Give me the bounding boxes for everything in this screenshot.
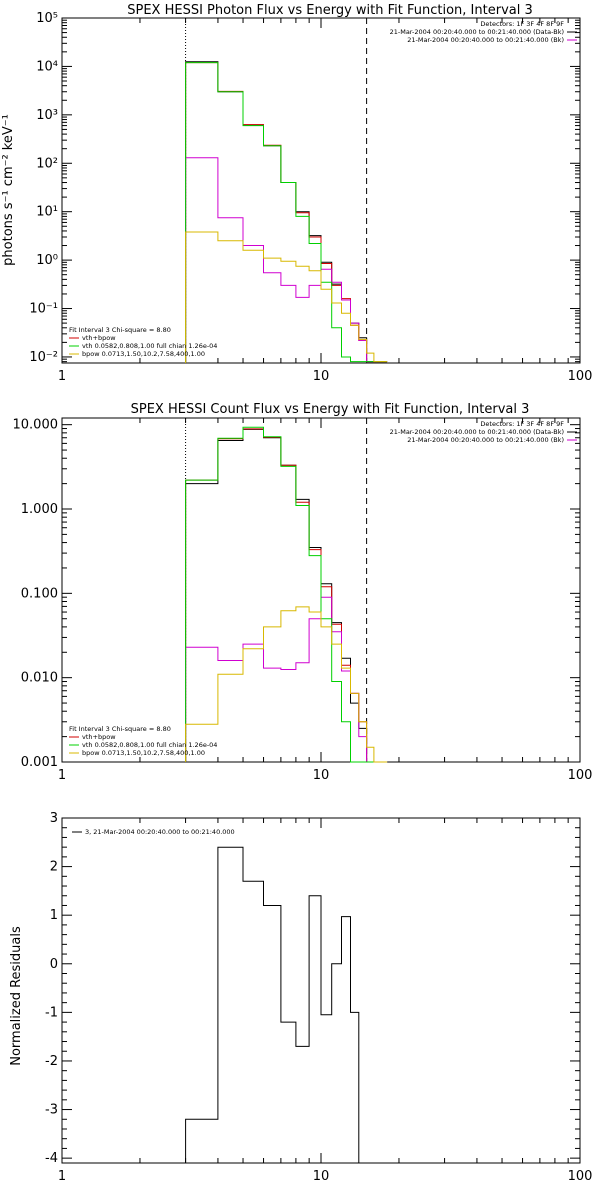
series-residuals <box>185 846 367 1164</box>
legend-entry: Fit Interval 3 Chi-square = 8.80 <box>69 725 171 733</box>
y-tick-label: 10.000 <box>13 418 59 433</box>
x-tick-label: 1 <box>58 768 66 783</box>
series-lines <box>185 61 388 363</box>
series-lines <box>185 846 367 1164</box>
y-axis-label: Normalized Residuals <box>9 926 24 1066</box>
legend-bottom-left: Fit Interval 3 Chi-square = 8.80vth+bpow… <box>69 725 217 757</box>
x-tick-label: 100 <box>568 1169 593 1184</box>
y-tick-label: 3 <box>50 811 58 826</box>
y-tick-label: 10⁻² <box>29 350 58 365</box>
photon-flux-chart: SPEX HESSI Photon Flux vs Energy with Fi… <box>1 3 592 384</box>
series-bpow <box>185 606 388 763</box>
legend-entry: Detectors: 1F 3F 4F 8F 9F <box>480 20 564 28</box>
plot-frame <box>61 17 581 364</box>
series-bk <box>185 596 388 763</box>
y-tick-label: 0.100 <box>21 586 58 601</box>
y-tick-label: -1 <box>45 1005 58 1020</box>
series-vth <box>185 62 388 363</box>
y-tick-label: 10¹ <box>36 205 58 220</box>
count-flux-chart: SPEX HESSI Count Flux vs Energy with Fit… <box>13 402 593 783</box>
y-tick-label: 0 <box>50 957 58 972</box>
legend-entry: 21-Mar-2004 00:20:40.000 to 00:21:40.000… <box>407 436 564 444</box>
axes: 1 10 100 -4 -3 -2 -1 0 1 2 3 <box>45 811 592 1184</box>
y-tick-label: -4 <box>45 1151 58 1166</box>
x-tick-label: 10 <box>313 369 330 384</box>
x-tick-label: 1 <box>58 369 66 384</box>
y-tick-label: 10⁴ <box>36 59 58 74</box>
legend-entry: Fit Interval 3 Chi-square = 8.80 <box>69 326 171 334</box>
series-vth <box>185 426 388 763</box>
legend-entry: vth+bpow <box>82 334 116 342</box>
x-tick-label: 10 <box>313 768 330 783</box>
x-tick-label: 100 <box>568 369 593 384</box>
series-data-bk <box>185 428 388 763</box>
y-tick-label: 10⁵ <box>36 11 58 26</box>
series-bpow <box>185 231 388 363</box>
chart-title: SPEX HESSI Photon Flux vs Energy with Fi… <box>127 3 533 18</box>
series-vth-bpow <box>185 428 388 763</box>
y-tick-label: 0.001 <box>21 755 58 770</box>
legend-entry: 3, 21-Mar-2004 00:20:40.000 to 00:21:40.… <box>85 828 235 836</box>
series-data-bk <box>185 61 388 363</box>
legend-bottom-left: Fit Interval 3 Chi-square = 8.80vth+bpow… <box>69 326 217 358</box>
y-tick-label: -2 <box>45 1054 58 1069</box>
chart-title: SPEX HESSI Count Flux vs Energy with Fit… <box>131 402 530 417</box>
legend-entry: Detectors: 1F 3F 4F 8F 9F <box>480 420 564 428</box>
residuals-chart: Normalized Residuals 1 10 100-4-3-2-10123 … <box>9 811 592 1184</box>
y-tick-label: -3 <box>45 1103 58 1118</box>
legend-entry: 21-Mar-2004 00:20:40.000 to 00:21:40.000… <box>390 428 564 436</box>
x-tick-label: 100 <box>568 768 593 783</box>
series-lines <box>185 426 388 763</box>
legend-entry: bpow 0.0713,1.50,10.2,7.58,400,1.00 <box>82 350 205 358</box>
y-tick-label: 10³ <box>36 108 58 123</box>
legend-top-left: 3, 21-Mar-2004 00:20:40.000 to 00:21:40.… <box>72 828 235 836</box>
legend-entry: vth 0.0582,0.808,1.00 full chian 1.26e-0… <box>82 342 217 350</box>
y-tick-label: 1 <box>50 908 58 923</box>
y-tick-label: 0.010 <box>21 671 58 686</box>
y-tick-label: 10⁰ <box>36 253 58 268</box>
legend-entry: 21-Mar-2004 00:20:40.000 to 00:21:40.000… <box>407 36 564 44</box>
y-tick-label: 1.000 <box>21 502 58 517</box>
legend-entry: 21-Mar-2004 00:20:40.000 to 00:21:40.000… <box>390 28 564 36</box>
legend-entry: vth 0.0582,0.808,1.00 full chian 1.26e-0… <box>82 741 217 749</box>
legend-entry: bpow 0.0713,1.50,10.2,7.58,400,1.00 <box>82 749 205 757</box>
x-tick-label: 1 <box>58 1169 66 1184</box>
y-tick-label: 10⁻¹ <box>29 302 58 317</box>
x-tick-label: 10 <box>313 1169 330 1184</box>
legend-entry: vth+bpow <box>82 733 116 741</box>
series-bk <box>185 157 388 363</box>
y-axis-label: photons s⁻¹ cm⁻² keV⁻¹ <box>1 114 16 266</box>
y-tick-label: 10² <box>36 156 58 171</box>
y-tick-label: 2 <box>50 860 58 875</box>
series-vth-bpow <box>185 62 388 363</box>
